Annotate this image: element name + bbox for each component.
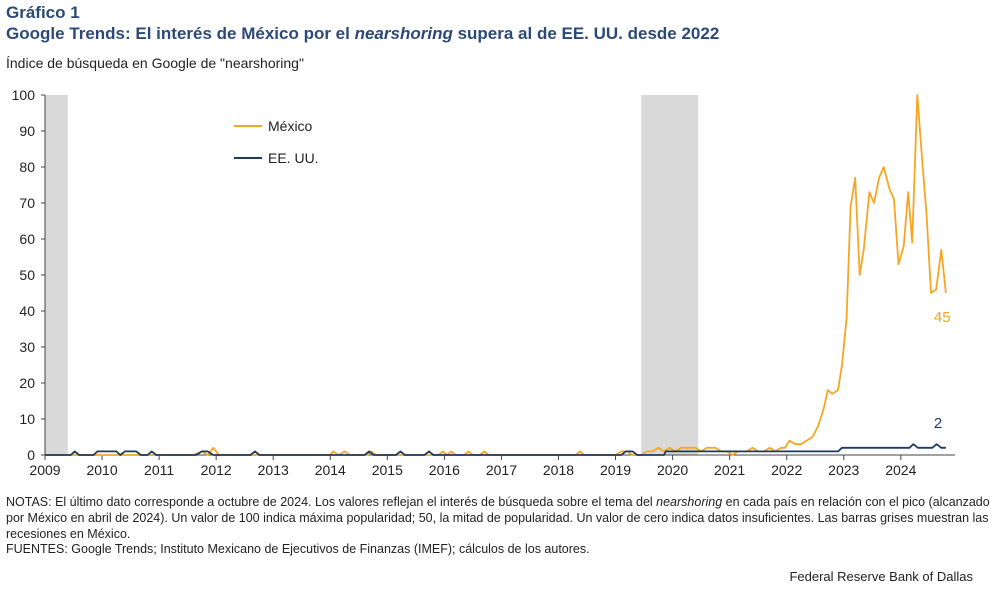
y-tick-label: 90 <box>19 123 35 139</box>
notes-part2: en cada país en relación con el pico (al… <box>6 495 990 541</box>
chart-sources: FUENTES: Google Trends; Instituto Mexica… <box>6 542 590 556</box>
chart-label: Gráfico 1 <box>6 3 80 22</box>
axes: 0 10 20 30 40 50 60 70 80 90 100 2009 2010 2011 2012 20… <box>12 87 955 478</box>
y-tick-label: 10 <box>19 411 35 427</box>
x-tick-label: 2020 <box>657 462 688 478</box>
y-tick-label: 0 <box>27 447 35 463</box>
end-value-label: 2 <box>934 415 942 432</box>
y-tick-label: 30 <box>19 339 35 355</box>
x-tick-label: 2018 <box>543 462 574 478</box>
notes-part1: NOTAS: El último dato corresponde a octu… <box>6 495 657 509</box>
x-tick-label: 2016 <box>429 462 460 478</box>
recession-bar <box>45 95 68 455</box>
x-tick-label: 2010 <box>86 462 117 478</box>
chart-notes: NOTAS: El último dato corresponde a octu… <box>6 494 991 542</box>
y-tick-label: 70 <box>19 195 35 211</box>
x-tick-label: 2013 <box>258 462 289 478</box>
x-tick-label: 2019 <box>600 462 631 478</box>
recession-bars <box>45 95 699 455</box>
x-tick-label: 2009 <box>29 462 60 478</box>
series-line-usa <box>45 443 946 456</box>
recession-bar <box>641 95 699 455</box>
x-tick-label: 2024 <box>885 462 916 478</box>
x-tick-label: 2015 <box>372 462 403 478</box>
chart-title-part1: Google Trends: El interés de México por … <box>6 24 355 43</box>
y-tick-label: 100 <box>12 87 36 103</box>
x-tick-label: 2014 <box>315 462 346 478</box>
y-tick-label: 20 <box>19 375 35 391</box>
legend-entry: EE. UU. <box>268 150 319 166</box>
x-tick-label: 2022 <box>771 462 802 478</box>
y-tick-label: 40 <box>19 303 35 319</box>
end-value-label: 45 <box>934 309 951 326</box>
y-tick-label: 60 <box>19 231 35 247</box>
notes-italic: nearshoring <box>656 495 723 509</box>
x-tick-label: 2023 <box>828 462 859 478</box>
series-line-mexico <box>45 94 947 456</box>
legend-entry: México <box>268 118 313 134</box>
x-tick-label: 2017 <box>486 462 517 478</box>
chart-title-part2: supera al de EE. UU. desde 2022 <box>452 24 720 43</box>
line-chart: 0 10 20 30 40 50 60 70 80 90 100 2009 2010 2011 2012 20… <box>12 87 955 478</box>
x-tick-label: 2021 <box>714 462 745 478</box>
y-tick-label: 80 <box>19 159 35 175</box>
y-tick-label: 50 <box>19 267 35 283</box>
x-tick-label: 2011 <box>144 462 174 478</box>
x-tick-label: 2012 <box>201 462 232 478</box>
data-series: 45 2 <box>45 94 951 456</box>
y-axis-title: Índice de búsqueda en Google de "nearsho… <box>6 55 304 71</box>
chart-title: Google Trends: El interés de México por … <box>6 24 719 44</box>
legend: México EE. UU. <box>234 118 319 166</box>
chart-title-italic: nearshoring <box>354 24 453 43</box>
source-credit: Federal Reserve Bank of Dallas <box>789 569 973 584</box>
